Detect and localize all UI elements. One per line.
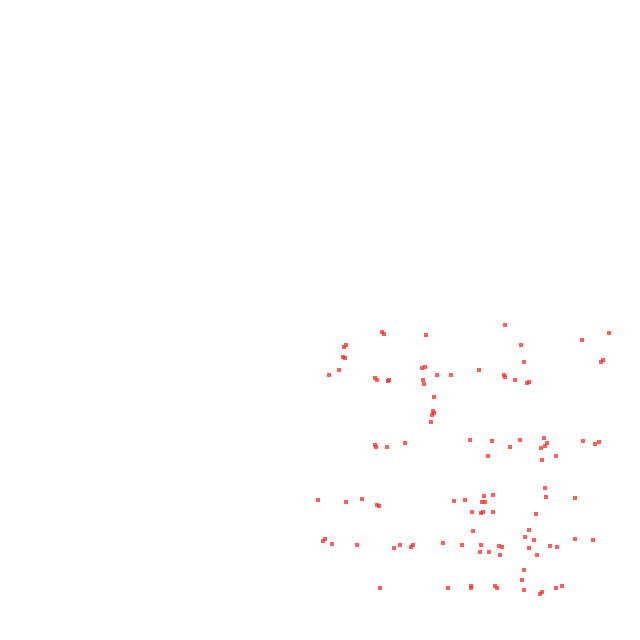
point [429,420,433,424]
point [487,550,491,554]
point [441,541,445,545]
point [580,338,584,342]
point [498,553,502,557]
point [463,498,467,502]
point [522,360,526,364]
point [523,535,527,539]
point [392,546,396,550]
point [554,586,558,590]
point [423,365,427,369]
point [375,378,379,382]
point [424,333,428,337]
point [607,331,611,335]
point [544,495,548,499]
point [593,442,597,446]
point [327,373,331,377]
point [534,512,538,516]
point [522,588,526,592]
point [560,584,564,588]
point [535,553,539,557]
point [597,440,601,444]
point [495,586,499,590]
point [422,382,426,386]
point [539,446,543,450]
point [321,539,325,543]
point [527,546,531,550]
point [483,500,487,504]
point [548,544,552,548]
point [480,500,484,504]
point [342,345,346,349]
point [377,504,381,508]
point [497,544,501,548]
point [343,356,347,360]
point [491,493,495,497]
point [452,499,456,503]
point [518,438,522,442]
point [398,543,402,547]
point [520,578,524,582]
point [344,500,348,504]
point [411,543,415,547]
point [500,545,504,549]
point [470,510,474,514]
point [525,381,529,385]
point [316,498,320,502]
point [468,438,472,442]
point [432,395,436,399]
point [469,586,473,590]
point [519,343,523,347]
point [355,543,359,547]
point [513,378,517,382]
point [554,454,558,458]
point [555,545,559,549]
point [420,366,424,370]
point [382,332,386,336]
point [490,439,494,443]
point [573,496,577,500]
point [482,494,486,498]
point [477,368,481,372]
point [491,510,495,514]
point [479,543,483,547]
point [430,413,434,417]
point [446,586,450,590]
point [532,538,536,542]
point [545,441,549,445]
point [503,323,507,327]
point [330,542,334,546]
point [378,586,382,590]
point [360,497,364,501]
point [403,441,407,445]
point [573,537,577,541]
point [435,373,439,377]
point [581,439,585,443]
point [479,511,483,515]
point [591,538,595,542]
point [542,436,546,440]
point [522,568,526,572]
point [503,375,507,379]
point [599,360,603,364]
point [421,378,425,382]
point [449,373,453,377]
point [527,528,531,532]
point [486,454,490,458]
point [385,445,389,449]
point [540,590,544,594]
point [540,458,544,462]
point [386,379,390,383]
point [337,368,341,372]
point [478,550,482,554]
point [508,445,512,449]
point [543,486,547,490]
point [543,444,547,448]
point [460,543,464,547]
point [374,445,378,449]
point [471,529,475,533]
